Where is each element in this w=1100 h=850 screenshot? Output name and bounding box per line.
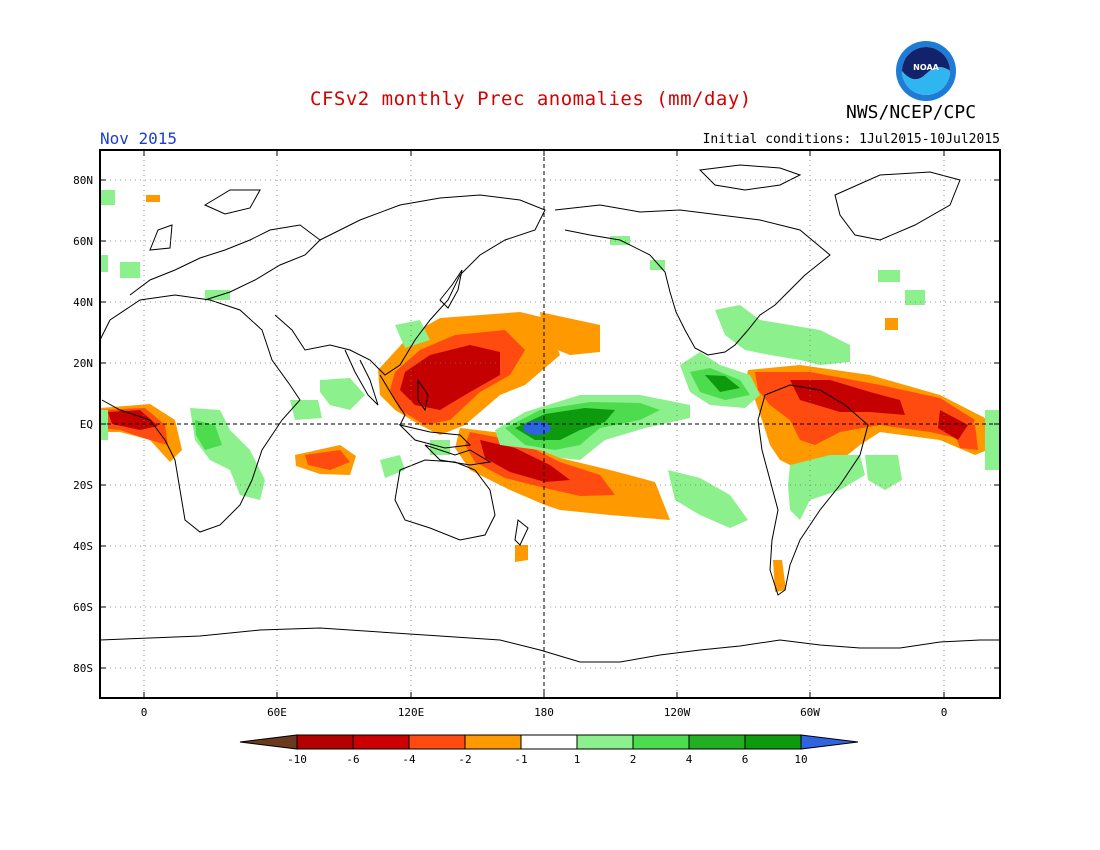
colorbar-label-m1: -1 [514, 753, 527, 766]
lon-label-0: 0 [141, 706, 148, 719]
lat-label-20n: 20N [73, 357, 93, 370]
coastline-antarctica [100, 627, 1000, 663]
colorbar-swatch-2-4 [632, 734, 690, 750]
dry-anomaly-strong [108, 345, 968, 482]
lon-label-120w: 120W [664, 706, 691, 719]
colorbar-label-p10: 10 [794, 753, 807, 766]
lat-label-80n: 80N [73, 174, 93, 187]
colorbar-label-p4: 4 [686, 753, 693, 766]
colorbar-swatch-4-6 [688, 734, 746, 750]
lat-label-80s: 80S [73, 662, 93, 675]
coastline-asia [274, 194, 546, 376]
map-grid [100, 150, 1000, 698]
colorbar-label-p2: 2 [630, 753, 637, 766]
lon-label-0-east: 0 [941, 706, 948, 719]
colorbar-label-m4: -4 [402, 753, 416, 766]
colorbar-swatch-2-1 [464, 734, 522, 750]
lat-label-40n: 40N [73, 296, 93, 309]
lon-label-120e: 120E [398, 706, 425, 719]
colorbar-swatch-6-4 [352, 734, 410, 750]
lon-label-60w: 60W [800, 706, 820, 719]
coastline-europe [129, 224, 321, 301]
colorbar-label-p6: 6 [742, 753, 749, 766]
colorbar-swatch-4-2 [408, 734, 466, 750]
axis-ticks [100, 150, 1000, 698]
colorbar-label-m2: -2 [458, 753, 471, 766]
colorbar-swatch-above-10 [800, 734, 859, 750]
colorbar-swatch-10-6 [296, 734, 354, 750]
coastline-africa [100, 294, 301, 533]
latitude-labels: 80N 60N 40N 20N EQ 20S 40S 60S 80S [73, 174, 93, 675]
colorbar-swatch-below-10 [239, 734, 298, 750]
reference-lines [100, 150, 1000, 698]
coastline-south-america [757, 384, 869, 596]
coastline-north-america [554, 204, 831, 356]
anomaly-field-layer [100, 190, 1000, 592]
lat-label-60s: 60S [73, 601, 93, 614]
lon-label-60e: 60E [267, 706, 287, 719]
wet-anomaly-extreme [523, 421, 551, 435]
colorbar [239, 734, 859, 750]
colorbar-swatch-1-2 [576, 734, 634, 750]
initial-conditions-label: Initial conditions: 1Jul2015-10Jul2015 [702, 132, 1000, 147]
colorbar-swatch-6-10 [744, 734, 802, 750]
lat-label-20s: 20S [73, 479, 93, 492]
colorbar-label-m10: -10 [287, 753, 307, 766]
lat-label-60n: 60N [73, 235, 93, 248]
lat-label-eq: EQ [80, 418, 93, 431]
noaa-logo: NOAA [895, 40, 957, 102]
colorbar-label-p1: 1 [574, 753, 581, 766]
lon-label-180: 180 [534, 706, 554, 719]
colorbar-swatch-neutral [520, 734, 578, 750]
colorbar-labels: -10 -6 -4 -2 -1 1 2 4 6 10 [287, 753, 808, 766]
colorbar-label-m6: -6 [346, 753, 359, 766]
month-label: Nov 2015 [100, 129, 178, 148]
organization-label: NWS/NCEP/CPC [846, 102, 977, 123]
coastlines [100, 164, 1000, 663]
lat-label-40s: 40S [73, 540, 93, 553]
longitude-labels: 0 60E 120E 180 120W 60W 0 [141, 706, 948, 719]
svg-text:NOAA: NOAA [913, 63, 939, 72]
chart-title: CFSv2 monthly Prec anomalies (mm/day) [310, 88, 752, 110]
coastline-australia [394, 459, 496, 541]
